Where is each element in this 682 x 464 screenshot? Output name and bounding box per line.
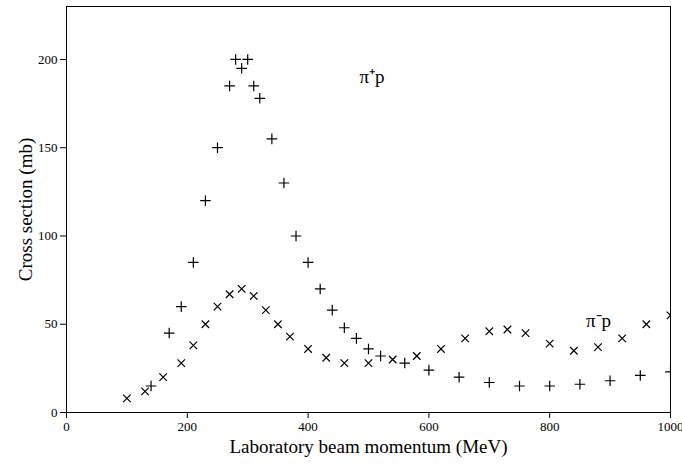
svg-text:π⁺p: π⁺p xyxy=(359,66,384,87)
svg-text:200: 200 xyxy=(178,419,198,434)
svg-text:150: 150 xyxy=(38,140,58,155)
svg-text:1000: 1000 xyxy=(658,419,682,434)
svg-text:200: 200 xyxy=(38,52,58,67)
svg-text:Cross section (mb): Cross section (mb) xyxy=(15,138,37,282)
svg-text:600: 600 xyxy=(419,419,439,434)
svg-text:400: 400 xyxy=(298,419,318,434)
svg-text:100: 100 xyxy=(38,228,58,243)
svg-text:800: 800 xyxy=(540,419,560,434)
svg-text:50: 50 xyxy=(45,316,58,331)
svg-text:π⁻p: π⁻p xyxy=(586,310,611,331)
svg-text:0: 0 xyxy=(51,405,58,420)
svg-text:0: 0 xyxy=(63,419,70,434)
svg-text:Laboratory beam momentum (MeV): Laboratory beam momentum (MeV) xyxy=(229,436,507,458)
